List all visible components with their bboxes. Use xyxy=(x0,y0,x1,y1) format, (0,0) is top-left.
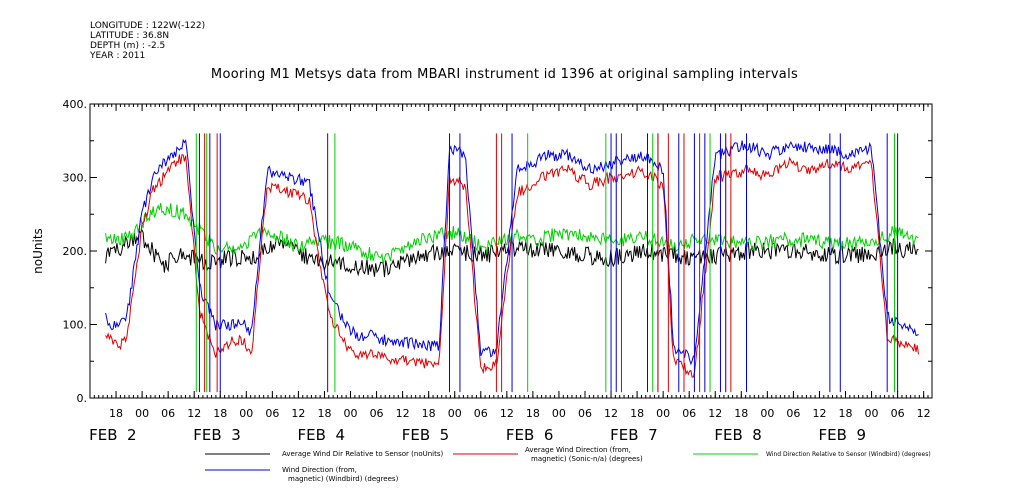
x-tick-label: 18 xyxy=(317,407,331,420)
x-tick-label: 12 xyxy=(396,407,410,420)
x-tick-label: 12 xyxy=(187,407,201,420)
x-day-label: FEB 5 xyxy=(402,426,449,444)
x-tick-label: 00 xyxy=(239,407,253,420)
y-tick-label: 400. xyxy=(63,98,88,111)
x-tick-label: 06 xyxy=(578,407,592,420)
chart-title: Mooring M1 Metsys data from MBARI instru… xyxy=(210,67,799,82)
axes-layer: 18 00 06 12 18 00 06 12 18 00 06 12 18 00 06 12 18 00 06 12… xyxy=(63,98,932,444)
x-tick-label: 06 xyxy=(682,407,696,420)
year-text: YEAR : 2011 xyxy=(90,51,146,61)
x-tick-label: 06 xyxy=(370,407,384,420)
longitude-text: LONGITUDE : 122W(-122) xyxy=(90,21,206,31)
y-tick-label: 100. xyxy=(63,319,88,332)
x-tick-label: 00 xyxy=(135,407,149,420)
x-tick-label: 00 xyxy=(448,407,462,420)
x-tick-label: 18 xyxy=(109,407,123,420)
x-tick-label: 18 xyxy=(526,407,540,420)
x-tick-label: 00 xyxy=(760,407,774,420)
x-day-label: FEB 7 xyxy=(610,426,657,444)
depth-text: DEPTH (m) : -2.5 xyxy=(90,41,166,51)
y-tick-label: 300. xyxy=(63,172,88,185)
y-tick-label: 0. xyxy=(77,392,88,405)
x-tick-label: 18 xyxy=(422,407,436,420)
x-tick-label: 06 xyxy=(161,407,175,420)
x-day-label: FEB 9 xyxy=(819,426,866,444)
x-day-label: FEB 8 xyxy=(714,426,761,444)
x-day-label: FEB 4 xyxy=(298,426,345,444)
x-tick-label: 00 xyxy=(656,407,670,420)
latitude-text: LATITUDE : 36.8N xyxy=(90,31,170,41)
x-tick-label: 06 xyxy=(786,407,800,420)
x-tick-label: 12 xyxy=(917,407,931,420)
x-tick-label: 18 xyxy=(734,407,748,420)
x-day-label: FEB 2 xyxy=(89,426,136,444)
x-tick-label: 18 xyxy=(630,407,644,420)
x-tick-label: 00 xyxy=(344,407,358,420)
x-tick-label: 06 xyxy=(265,407,279,420)
y-axis-label: noUnits xyxy=(31,228,45,274)
x-tick-label: 12 xyxy=(604,407,618,420)
x-tick-label: 12 xyxy=(291,407,305,420)
x-tick-label: 12 xyxy=(812,407,826,420)
y-tick-label: 200. xyxy=(63,245,88,258)
x-tick-label: 00 xyxy=(552,407,566,420)
x-day-label: FEB 3 xyxy=(193,426,240,444)
x-tick-label: 18 xyxy=(213,407,227,420)
series-layer xyxy=(105,133,919,393)
x-tick-label: 18 xyxy=(839,407,853,420)
x-tick-label: 12 xyxy=(708,407,722,420)
x-day-label: FEB 6 xyxy=(506,426,553,444)
metadata-block: LONGITUDE : 122W(-122) LATITUDE : 36.8N … xyxy=(90,21,205,61)
x-tick-label: 06 xyxy=(891,407,905,420)
x-tick-label: 06 xyxy=(474,407,488,420)
x-tick-label: 00 xyxy=(865,407,879,420)
x-tick-label: 12 xyxy=(500,407,514,420)
